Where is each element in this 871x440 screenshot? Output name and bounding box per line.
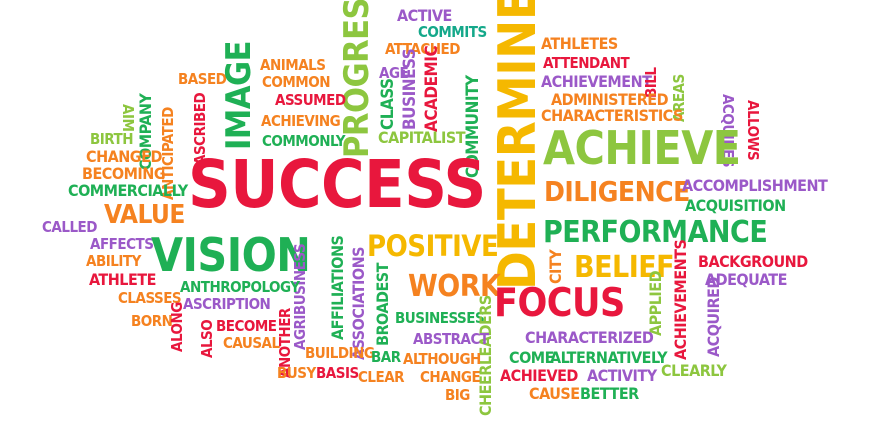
word-attached: ATTACHED [385,40,460,58]
word-anthropology: ANTHROPOLOGY [180,278,300,296]
word-business: BUSINESS [400,48,420,130]
word-born: BORN [131,312,173,330]
word-characterized: CHARACTERIZED [525,328,654,347]
word-athlete: ATHLETE [89,270,156,289]
word-accomplishment: ACCOMPLISHMENT [682,176,828,195]
word-achieve: ACHIEVE [543,121,741,175]
word-active: ACTIVE [397,6,452,25]
word-acquisition: ACQUISITION [685,196,786,215]
word-city: CITY [546,249,565,284]
word-businesses: BUSINESSES [395,309,485,327]
word-affects: AFFECTS [90,235,154,253]
word-alternatively: ALTERNATIVELY [550,348,668,367]
word-achieving: ACHIEVING [261,112,341,130]
word-classes: CLASSES [118,289,182,307]
word-focus: FOCUS [494,281,625,326]
word-vision: VISION [151,228,311,282]
word-building: BUILDING [305,344,375,362]
word-abstract: ABSTRACT [413,330,489,348]
word-broadest: BROADEST [373,263,392,346]
word-also: ALSO [198,319,216,358]
word-along: ALONG [168,302,186,352]
word-clearly: CLEARLY [661,361,727,380]
word-bar: BAR [371,348,401,366]
word-administered: ADMINISTERED [551,90,669,109]
word-diligence: DILIGENCE [544,175,690,208]
word-becoming: BECOMING [82,164,166,183]
word-acquired: ACQUIRED [704,277,723,357]
word-success: SUCCESS [188,146,486,223]
word-commercially: COMMERCIALLY [68,181,188,200]
word-become: BECOME [216,317,277,335]
word-big: BIG [445,386,470,404]
word-clear: CLEAR [358,368,405,386]
word-achieved: ACHIEVED [500,366,578,385]
word-although: ALTHOUGH [403,350,481,368]
word-aim: AIM [119,104,137,132]
word-birth: BIRTH [90,130,134,148]
word-activity: ACTIVITY [587,366,657,385]
word-attendant: ATTENDANT [543,54,630,72]
word-animals: ANIMALS [260,56,326,74]
word-commits: COMMITS [418,23,487,41]
word-causal: CAUSAL [223,334,280,352]
word-cause: CAUSE [529,384,580,403]
word-achievements: ACHIEVEMENTS [671,239,690,360]
word-image: IMAGE [219,41,259,150]
word-common: COMMON [262,73,331,91]
word-work: WORK [408,269,501,304]
word-assumed: ASSUMED [275,91,346,109]
word-ability: ABILITY [86,252,141,270]
word-change: CHANGE [420,368,481,386]
word-determined: DETERMINED [488,0,548,290]
word-achievement: ACHIEVEMENT [541,72,652,91]
word-athletes: ATHLETES [541,34,618,53]
word-positive: POSITIVE [367,229,499,263]
word-age: AGE [379,64,409,82]
word-come: COME [509,348,554,367]
word-background: BACKGROUND [698,252,808,271]
word-called: CALLED [42,218,97,236]
word-busy: BUSY [277,364,316,382]
word-commonly: COMMONLY [262,132,346,150]
word-affiliations: AFFILIATIONS [328,235,347,340]
word-ascription: ASCRIPTION [183,295,271,313]
word-performance: PERFORMANCE [543,215,768,250]
word-better: BETTER [580,384,639,403]
word-basis: BASIS [316,364,359,382]
word-characteristics: CHARACTERISTICS [541,106,683,125]
word-belief: BELIEF [574,250,675,285]
word-allows: ALLOWS [744,100,762,161]
word-class: CLASS [378,78,398,130]
word-applied: APPLIED [646,270,665,336]
word-progress: PROGRESS [337,0,377,158]
word-based: BASED [178,70,227,88]
word-changed: CHANGED [86,147,162,166]
word-adequate: ADEQUATE [705,270,787,289]
word-agribusiness: AGRIBUSINESS [291,243,309,350]
word-academic: ACADEMIC [422,45,442,132]
word-capitalist: CAPITALIST [378,128,466,147]
word-value: VALUE [104,200,185,230]
